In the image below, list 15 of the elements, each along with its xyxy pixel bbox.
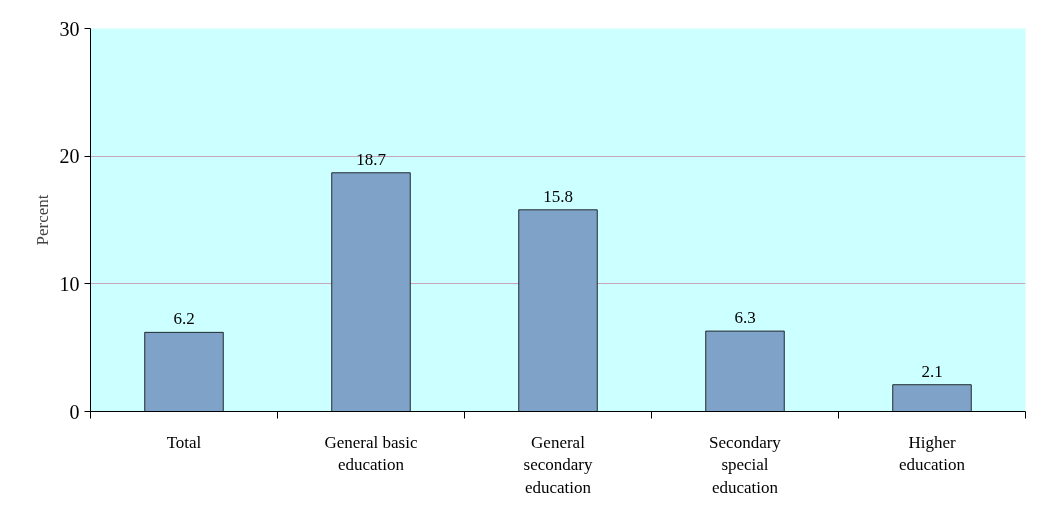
data-label: 15.8 [543,186,573,206]
x-tick-label: Total [166,432,202,452]
x-tick-label: Higher education [898,432,966,475]
data-label: 2.1 [921,361,943,381]
x-tick-label: General basic education [324,432,418,475]
x-tick-label: General secondary education [523,432,593,498]
data-label: 6.3 [734,308,756,328]
data-label: 18.7 [356,149,387,169]
y-axis-title: Percent [32,194,52,246]
data-label: 6.2 [173,309,195,329]
x-tick-label: Secondary special education [709,432,782,498]
y-tick-label: 20 [59,145,80,168]
y-tick-label: 0 [69,400,80,423]
y-tick-label: 30 [59,17,80,40]
y-tick-label: 10 [59,272,80,295]
